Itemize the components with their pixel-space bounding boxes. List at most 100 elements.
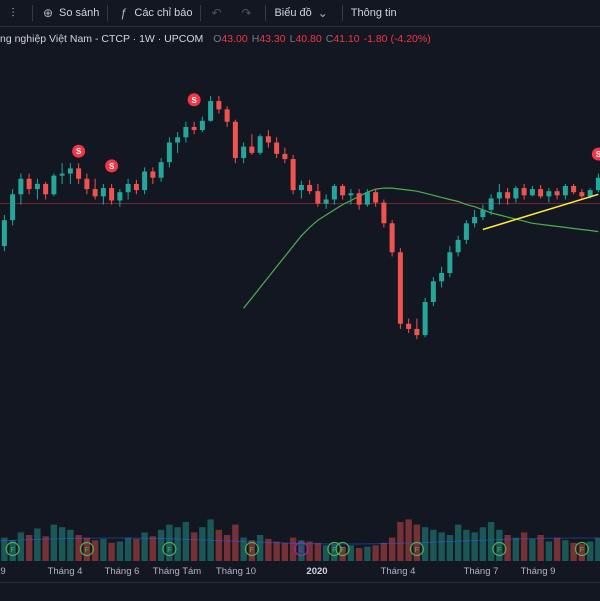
candle-body bbox=[447, 252, 453, 273]
volume-bar bbox=[421, 527, 429, 561]
volume-bar bbox=[537, 535, 544, 561]
time-axis-label: Tháng 6 bbox=[104, 566, 140, 577]
candle-body bbox=[406, 323, 412, 329]
volume-bar bbox=[25, 535, 33, 561]
event-marker-label: F bbox=[332, 545, 337, 554]
bottom-strip bbox=[0, 582, 600, 601]
volume-bar bbox=[504, 535, 511, 561]
volume-bar bbox=[174, 527, 181, 561]
candle-body bbox=[51, 175, 57, 195]
time-axis-label: Tháng 4 bbox=[47, 566, 83, 577]
candle-body bbox=[496, 192, 502, 199]
volume-bar bbox=[438, 532, 445, 561]
candle-body bbox=[414, 328, 420, 336]
compare-button[interactable]: ⊕ So sánh bbox=[35, 0, 105, 26]
candle-body bbox=[34, 183, 40, 190]
chart-type-dropdown[interactable]: Biểu đồ ⌄ bbox=[268, 0, 339, 26]
volume-bar bbox=[487, 522, 495, 561]
candle-type-button[interactable]: ⫶ bbox=[0, 0, 30, 26]
candle-body bbox=[67, 168, 73, 174]
candle-body bbox=[224, 109, 230, 122]
candle-body bbox=[554, 191, 560, 196]
chart-type-label: Biểu đồ bbox=[274, 7, 312, 19]
volume-bar bbox=[256, 535, 264, 561]
candle-body bbox=[505, 192, 511, 199]
candle-body bbox=[232, 121, 238, 159]
volume-bar bbox=[578, 544, 586, 561]
candle-body bbox=[191, 126, 197, 131]
event-marker-label: F bbox=[10, 545, 15, 554]
volume-bar bbox=[322, 545, 330, 561]
event-marker-icon bbox=[79, 541, 94, 557]
volume-bar bbox=[17, 532, 25, 561]
redo-button[interactable]: ↷ bbox=[233, 0, 263, 26]
candle-body bbox=[521, 188, 527, 196]
time-axis-label: Tháng 10 bbox=[215, 566, 257, 577]
candle-body bbox=[166, 142, 172, 163]
event-marker-icon bbox=[574, 541, 589, 557]
candle-body bbox=[455, 239, 461, 253]
volume-bar bbox=[397, 522, 404, 561]
candle-body bbox=[348, 193, 354, 196]
volume-bar bbox=[529, 538, 536, 561]
candle-body bbox=[397, 252, 403, 324]
volume-bar bbox=[512, 537, 520, 561]
split-marker-icon bbox=[187, 93, 201, 107]
volume-bar bbox=[265, 538, 272, 561]
undo-button[interactable]: ↶ bbox=[203, 0, 233, 26]
candle-body bbox=[587, 190, 593, 197]
candle-body bbox=[480, 209, 486, 218]
volume-bar bbox=[157, 529, 165, 561]
indicators-button[interactable]: ƒ Các chỉ báo bbox=[110, 0, 198, 26]
candle-body bbox=[265, 136, 271, 143]
candle-body bbox=[340, 186, 346, 196]
volume-bar bbox=[454, 524, 462, 561]
candle-body bbox=[298, 184, 304, 191]
event-marker-icon bbox=[294, 541, 309, 557]
low-value: 40.80 bbox=[295, 33, 322, 45]
candle-body bbox=[10, 194, 16, 221]
candle-body bbox=[117, 192, 123, 201]
change-value: -1.80 (-4.20%) bbox=[363, 33, 431, 45]
volume-bar bbox=[215, 529, 223, 561]
event-marker-label: F bbox=[340, 545, 345, 554]
candle-body bbox=[76, 168, 82, 179]
time-axis[interactable]: 9 Tháng 4 Tháng 6 Tháng Tám Tháng 10 2020 Thán… bbox=[0, 562, 600, 582]
event-marker-icon bbox=[409, 541, 424, 557]
candle-body bbox=[571, 186, 577, 193]
split-marker-icon bbox=[105, 159, 119, 173]
volume-bar bbox=[496, 529, 503, 561]
volume-bar bbox=[595, 537, 600, 561]
volume-bar bbox=[545, 541, 553, 561]
function-icon: ƒ bbox=[120, 6, 127, 20]
event-marker-icon bbox=[327, 541, 342, 557]
symbol-title[interactable]: ng nghiệp Việt Nam - CTCP · 1W · UPCOM bbox=[0, 33, 204, 45]
volume-bar bbox=[314, 542, 322, 561]
candle-body bbox=[364, 192, 370, 205]
candle-body bbox=[158, 162, 164, 178]
time-axis-label: 9 bbox=[0, 566, 6, 577]
volume-bar bbox=[298, 540, 305, 561]
compare-label: So sánh bbox=[59, 7, 100, 19]
split-marker-label: S bbox=[76, 147, 82, 156]
volume-bar bbox=[108, 542, 115, 561]
volume-bar bbox=[479, 527, 487, 561]
info-button[interactable]: Thông tin bbox=[345, 0, 403, 26]
volume-bar bbox=[9, 540, 16, 561]
event-marker-icon bbox=[244, 541, 259, 557]
time-axis-label: Tháng 4 bbox=[380, 566, 416, 577]
candle-body bbox=[282, 153, 288, 160]
time-axis-label: Tháng 9 bbox=[520, 566, 556, 577]
volume-bar bbox=[50, 524, 58, 561]
candles-icon: ⫶ bbox=[11, 5, 15, 20]
candle-body bbox=[26, 178, 32, 190]
volume-bar bbox=[124, 537, 132, 561]
candle-body bbox=[249, 146, 255, 153]
candle-body bbox=[331, 186, 337, 200]
time-axis-label: Tháng 7 bbox=[463, 566, 499, 577]
event-marker-icon bbox=[335, 541, 350, 557]
candle-body bbox=[125, 183, 131, 193]
volume-bar bbox=[562, 540, 569, 561]
volume-bar bbox=[67, 529, 74, 561]
